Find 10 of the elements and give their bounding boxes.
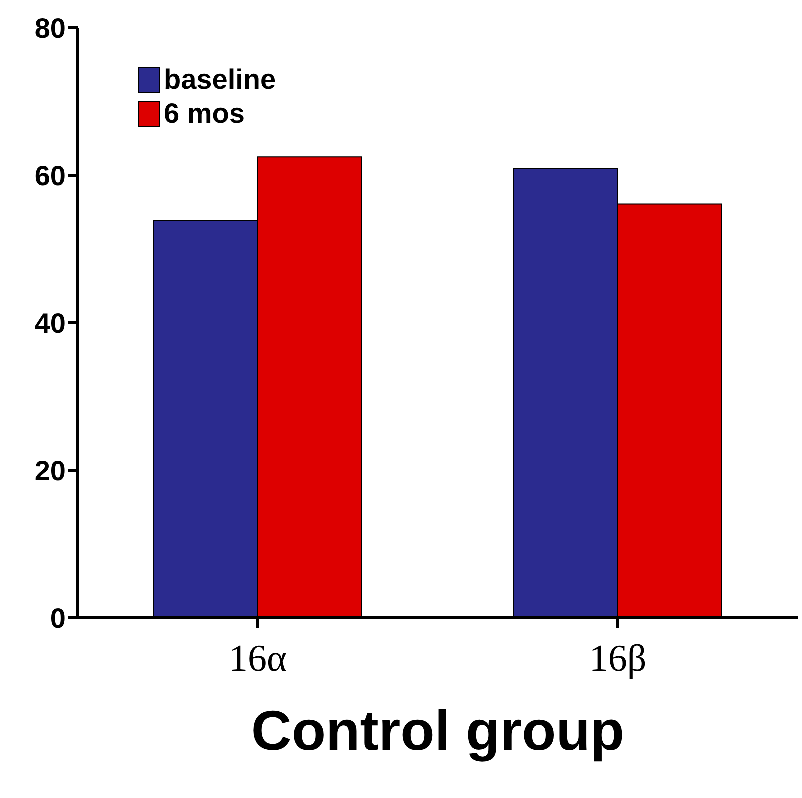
- x-tick-label: 16α: [229, 638, 288, 680]
- y-tick-label: 20: [34, 455, 66, 486]
- y-tick-label: 40: [34, 308, 66, 339]
- x-axis-title: Control group: [250, 698, 626, 763]
- legend-label: 6 mos: [164, 98, 245, 130]
- y-tick-label: 80: [34, 12, 66, 44]
- y-tick-label: 60: [34, 160, 66, 192]
- legend-label: baseline: [164, 64, 276, 96]
- y-tick-label: 0: [50, 602, 66, 634]
- x-tick-label: 16β: [589, 638, 647, 680]
